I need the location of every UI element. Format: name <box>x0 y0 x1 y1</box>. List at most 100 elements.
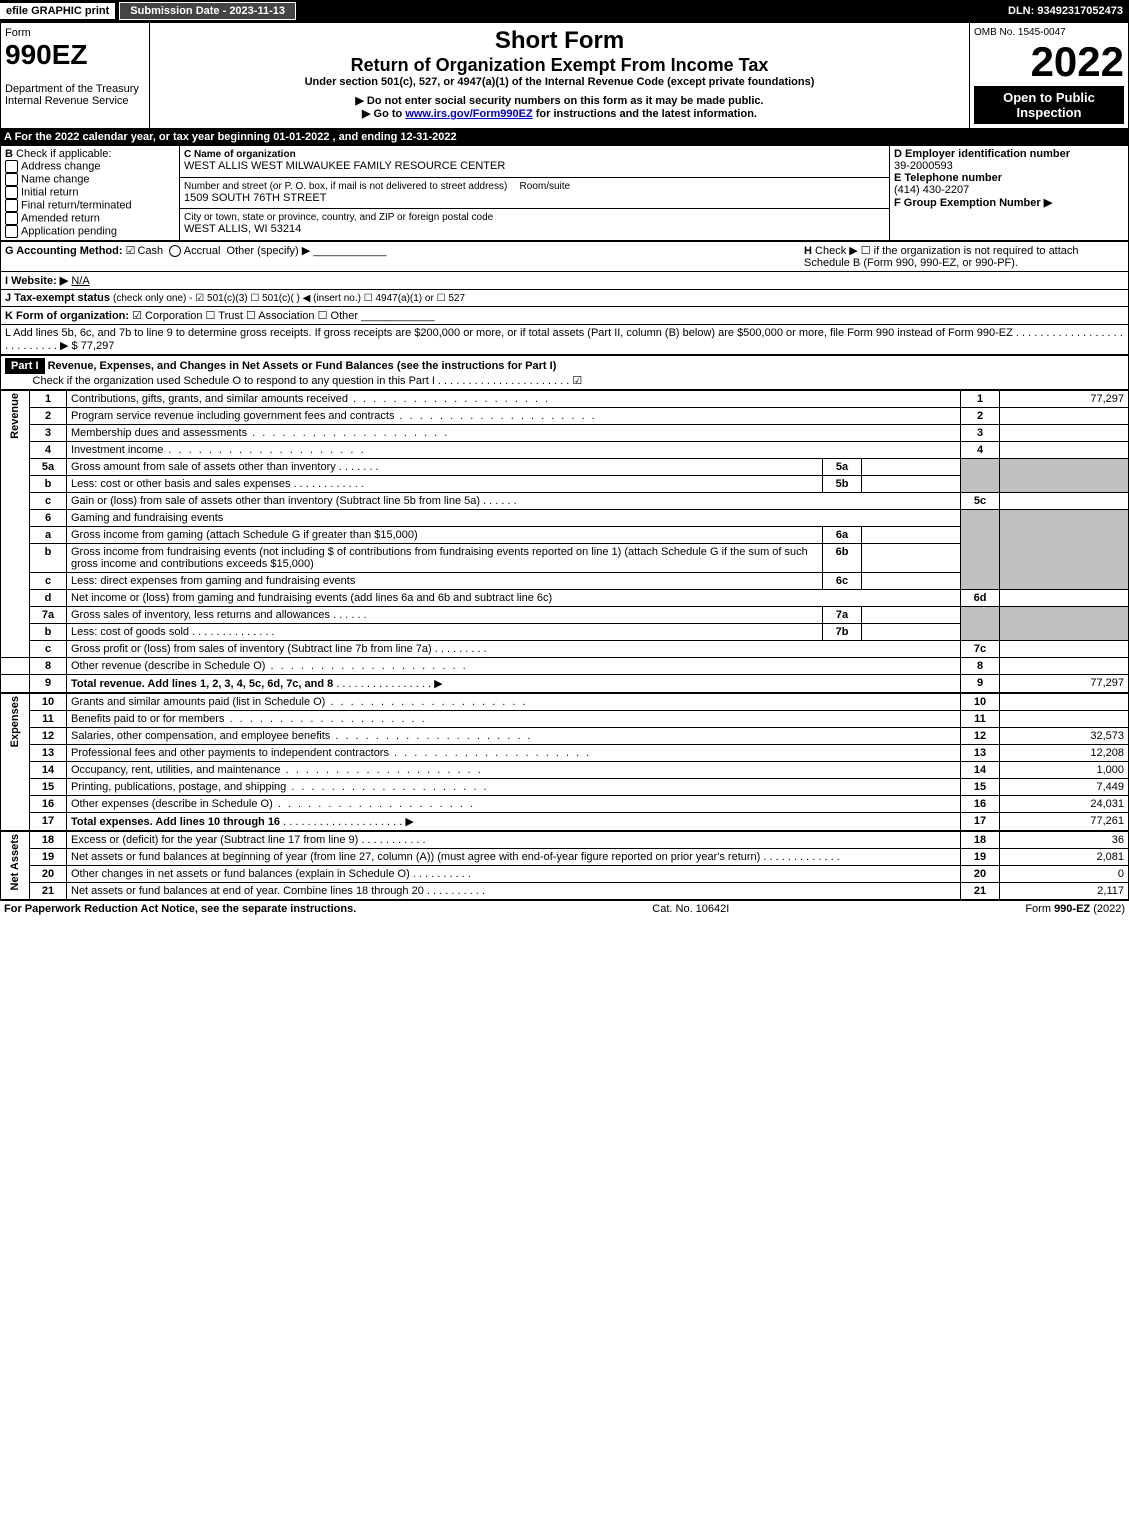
check-address[interactable] <box>5 160 18 173</box>
ln5a-sb: 5a <box>823 459 862 476</box>
ln1-desc: Contributions, gifts, grants, and simila… <box>67 391 961 408</box>
part-i-label: Part I <box>5 358 45 374</box>
ln8-no: 8 <box>30 658 67 675</box>
ln2-r: 2 <box>961 408 1000 425</box>
ln6d-r: 6d <box>961 590 1000 607</box>
ln16-no: 16 <box>30 796 67 813</box>
expenses-vlabel: Expenses <box>1 694 30 831</box>
short-form-title: Short Form <box>154 27 965 55</box>
revenue-table: Revenue 1 Contributions, gifts, grants, … <box>0 390 1129 693</box>
ln5a-no: 5a <box>30 459 67 476</box>
check-final[interactable] <box>5 199 18 212</box>
title-cell: Short Form Return of Organization Exempt… <box>150 23 970 129</box>
netassets-table: Net Assets 18 Excess or (deficit) for th… <box>0 831 1129 900</box>
b-label: B <box>5 148 13 160</box>
section-j: J Tax-exempt status (check only one) - ☑… <box>1 290 1129 307</box>
ln18-desc: Excess or (deficit) for the year (Subtra… <box>67 832 961 849</box>
ln7a-sb: 7a <box>823 607 862 624</box>
ln7a-no: 7a <box>30 607 67 624</box>
part-i-check-text: Check if the organization used Schedule … <box>33 375 435 387</box>
ln7b-desc: Less: cost of goods sold . . . . . . . .… <box>67 624 823 641</box>
top-bar: efile GRAPHIC print Submission Date - 20… <box>0 0 1129 22</box>
main-title: Return of Organization Exempt From Incom… <box>154 55 965 76</box>
ln7b-sb: 7b <box>823 624 862 641</box>
ln6a-sv <box>862 527 961 544</box>
ln20-no: 20 <box>30 866 67 883</box>
ln7b-no: b <box>30 624 67 641</box>
opt-address: Address change <box>21 160 101 172</box>
ln6-greyamt <box>1000 510 1129 590</box>
section-k: K Form of organization: ☑ Corporation ☐ … <box>1 307 1129 325</box>
section-h: H Check ▶ ☐ if the organization is not r… <box>800 242 1129 272</box>
form-id-cell: Form 990EZ Department of the Treasury In… <box>1 23 150 129</box>
ln8-amt <box>1000 658 1129 675</box>
note-ssn: ▶ Do not enter social security numbers o… <box>154 94 965 107</box>
k-text: ☑ Corporation ☐ Trust ☐ Association ☐ Ot… <box>132 310 358 322</box>
j-text: (check only one) - ☑ 501(c)(3) ☐ 501(c)(… <box>113 293 465 304</box>
ln1-r: 1 <box>961 391 1000 408</box>
ln10-amt <box>1000 694 1129 711</box>
ln18-amt: 36 <box>1000 832 1129 849</box>
ln15-r: 15 <box>961 779 1000 796</box>
ln5b-sv <box>862 476 961 493</box>
ln5c-amt <box>1000 493 1129 510</box>
section-b: B Check if applicable: Address change Na… <box>1 146 180 241</box>
city-label: City or town, state or province, country… <box>184 212 493 223</box>
l-amount: ▶ $ 77,297 <box>60 340 114 352</box>
section-i: I Website: ▶ N/A <box>1 272 1129 290</box>
ln6a-no: a <box>30 527 67 544</box>
ln7a-sv <box>862 607 961 624</box>
ln9-no: 9 <box>30 675 67 693</box>
ln2-desc: Program service revenue including govern… <box>67 408 961 425</box>
b-text: Check if applicable: <box>16 148 111 160</box>
ln13-amt: 12,208 <box>1000 745 1129 762</box>
ln6d-amt <box>1000 590 1129 607</box>
header-table: Form 990EZ Department of the Treasury In… <box>0 22 1129 129</box>
form-label: Form <box>5 27 31 39</box>
section-c-name: C Name of organization WEST ALLIS WEST M… <box>180 146 890 178</box>
omb-number: OMB No. 1545-0047 <box>974 27 1124 38</box>
irs-link[interactable]: www.irs.gov/Form990EZ <box>405 108 532 120</box>
check-amended[interactable] <box>5 212 18 225</box>
ln4-desc: Investment income <box>67 442 961 459</box>
section-def: D Employer identification number 39-2000… <box>890 146 1129 241</box>
irs-label: Internal Revenue Service <box>5 95 129 107</box>
ln7-greyamt <box>1000 607 1129 641</box>
check-pending[interactable] <box>5 225 18 238</box>
ln17-no: 17 <box>30 813 67 831</box>
j-label: J Tax-exempt status <box>5 292 110 304</box>
ln7b-sv <box>862 624 961 641</box>
g-accrual-radio[interactable] <box>169 245 181 257</box>
omb-year-cell: OMB No. 1545-0047 2022 Open to Public In… <box>970 23 1129 129</box>
ln7a-desc: Gross sales of inventory, less returns a… <box>67 607 823 624</box>
submission-date: Submission Date - 2023-11-13 <box>119 2 296 20</box>
d-label: D Employer identification number <box>894 148 1070 160</box>
ln5b-desc: Less: cost or other basis and sales expe… <box>67 476 823 493</box>
ln8-r: 8 <box>961 658 1000 675</box>
ln19-amt: 2,081 <box>1000 849 1129 866</box>
ln21-amt: 2,117 <box>1000 883 1129 900</box>
opt-initial: Initial return <box>21 186 78 198</box>
ln18-no: 18 <box>30 832 67 849</box>
ln11-amt <box>1000 711 1129 728</box>
ln5a-desc: Gross amount from sale of assets other t… <box>67 459 823 476</box>
ln6c-desc: Less: direct expenses from gaming and fu… <box>67 573 823 590</box>
ln11-no: 11 <box>30 711 67 728</box>
l-text: L Add lines 5b, 6c, and 7b to line 9 to … <box>5 327 1013 339</box>
ln9-r: 9 <box>961 675 1000 693</box>
ln16-amt: 24,031 <box>1000 796 1129 813</box>
rev-spacer <box>1 658 30 675</box>
ln14-amt: 1,000 <box>1000 762 1129 779</box>
ln6-grey <box>961 510 1000 590</box>
ln15-desc: Printing, publications, postage, and shi… <box>67 779 961 796</box>
city-value: WEST ALLIS, WI 53214 <box>184 223 301 235</box>
form-number: 990EZ <box>5 39 88 70</box>
ln18-r: 18 <box>961 832 1000 849</box>
check-initial[interactable] <box>5 186 18 199</box>
ln6c-no: c <box>30 573 67 590</box>
ln16-desc: Other expenses (describe in Schedule O) <box>67 796 961 813</box>
check-name[interactable] <box>5 173 18 186</box>
tax-year: 2022 <box>974 38 1124 86</box>
rev-spacer2 <box>1 675 30 693</box>
ln21-desc: Net assets or fund balances at end of ye… <box>67 883 961 900</box>
